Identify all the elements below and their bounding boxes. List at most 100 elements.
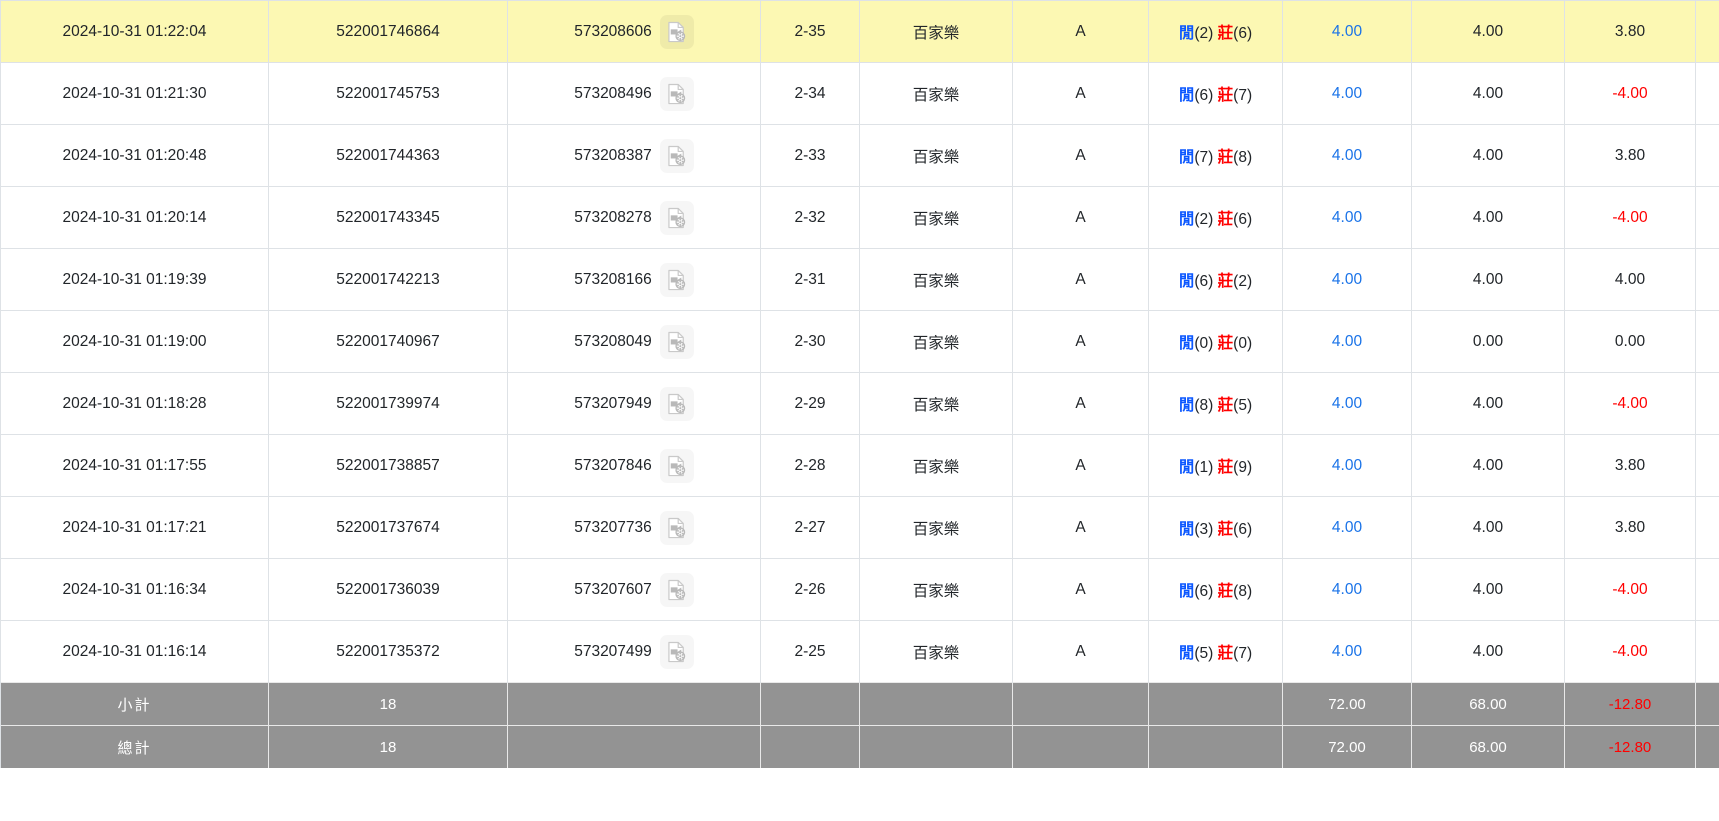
round-id-text: 573208496 — [574, 84, 652, 102]
round-id-text: 573207949 — [574, 394, 652, 412]
cell-seat: A — [1012, 248, 1149, 311]
cell-bet-amount: 4.00 — [1282, 248, 1412, 311]
result-player-value: (2) — [1194, 210, 1214, 228]
cell-bet-id: 522001744363 — [268, 124, 508, 187]
cell-bet-id: 522001737674 — [268, 496, 508, 559]
round-id-text: 573208166 — [574, 270, 652, 288]
table-row[interactable]: 2024-10-31 01:17:55 522001738857 573207846… — [0, 434, 1719, 497]
round-id-with-replay: 573208166 — [518, 263, 750, 297]
cell-table-round: 2-32 — [760, 186, 860, 249]
cell-round-id: 573208166 — [507, 248, 761, 311]
video-replay-icon[interactable] — [660, 573, 694, 607]
cell-time: 2024-10-31 01:17:21 — [0, 496, 269, 559]
cell-bet-id: 522001738857 — [268, 434, 508, 497]
cell-round-id: 573208387 — [507, 124, 761, 187]
cell-valid-amount: 4.00 — [1411, 0, 1565, 63]
cell-time: 2024-10-31 01:19:39 — [0, 248, 269, 311]
table-row[interactable]: 2024-10-31 01:16:14 522001735372 573207499… — [0, 620, 1719, 683]
cell-result: 閒(6) 莊(8) — [1148, 558, 1283, 621]
cell-bet-id: 522001740967 — [268, 310, 508, 373]
cell-table-round: 2-25 — [760, 620, 860, 683]
cell-game: 百家樂 — [859, 620, 1013, 683]
result-player-label: 閒 — [1178, 148, 1195, 166]
table-row[interactable]: 2024-10-31 01:21:30 522001745753 573208496… — [0, 62, 1719, 125]
result-player-value: (0) — [1194, 334, 1214, 352]
video-replay-icon[interactable] — [660, 139, 694, 173]
table-row[interactable]: 2024-10-31 01:19:39 522001742213 573208166… — [0, 248, 1719, 311]
result-player-label: 閒 — [1178, 520, 1195, 538]
cell-game: 百家樂 — [859, 310, 1013, 373]
table-row[interactable]: 2024-10-31 01:19:00 522001740967 573208049… — [0, 310, 1719, 373]
cell-bet-amount: 4.00 — [1282, 0, 1412, 63]
round-id-with-replay: 573208496 — [518, 77, 750, 111]
cell-round-id: 573207499 — [507, 620, 761, 683]
result-player-value: (3) — [1194, 520, 1214, 538]
video-replay-icon[interactable] — [660, 511, 694, 545]
cell-balance: 20.45/24.25 — [1695, 496, 1719, 559]
result-player-label: 閒 — [1178, 582, 1195, 600]
cell-round-id: 573208606 — [507, 0, 761, 63]
cell-payout: 3.80 — [1564, 434, 1696, 497]
summary-empty-cell — [1148, 682, 1283, 726]
cell-payout: 3.80 — [1564, 0, 1696, 63]
cell-seat: A — [1012, 62, 1149, 125]
table-row[interactable]: 2024-10-31 01:18:28 522001739974 573207949… — [0, 372, 1719, 435]
video-replay-icon[interactable] — [660, 387, 694, 421]
cell-balance: 24.05/24.05 — [1695, 310, 1719, 373]
video-replay-icon[interactable] — [660, 263, 694, 297]
table-row[interactable]: 2024-10-31 01:20:14 522001743345 573208278… — [0, 186, 1719, 249]
video-replay-icon[interactable] — [659, 14, 694, 49]
video-replay-icon[interactable] — [660, 449, 694, 483]
table-row[interactable]: 2024-10-31 01:17:21 522001737674 573207736… — [0, 496, 1719, 559]
summary-label: 小計 — [0, 682, 269, 726]
result-player-label: 閒 — [1178, 334, 1195, 352]
video-replay-icon[interactable] — [660, 77, 694, 111]
cell-time: 2024-10-31 01:22:04 — [0, 0, 269, 63]
cell-payout: -4.00 — [1564, 558, 1696, 621]
table-row[interactable]: 2024-10-31 01:16:34 522001736039 573207607… — [0, 558, 1719, 621]
result-banker-value: (5) — [1233, 396, 1253, 414]
cell-game: 百家樂 — [859, 186, 1013, 249]
video-replay-icon[interactable] — [660, 635, 694, 669]
cell-game: 百家樂 — [859, 434, 1013, 497]
video-replay-icon[interactable] — [660, 325, 694, 359]
result-banker-value: (2) — [1233, 272, 1253, 290]
cell-result: 閒(6) 莊(7) — [1148, 62, 1283, 125]
cell-valid-amount: 4.00 — [1411, 496, 1565, 559]
summary-empty-cell — [1148, 725, 1283, 768]
cell-table-round: 2-27 — [760, 496, 860, 559]
cell-time: 2024-10-31 01:20:14 — [0, 186, 269, 249]
cell-payout: -4.00 — [1564, 186, 1696, 249]
cell-round-id: 573207949 — [507, 372, 761, 435]
summary-payout: -12.80 — [1564, 682, 1696, 726]
cell-balance: 27.85/23.85 — [1695, 62, 1719, 125]
result-banker-value: (8) — [1233, 582, 1253, 600]
cell-round-id: 573207607 — [507, 558, 761, 621]
summary-payout: -12.80 — [1564, 725, 1696, 768]
result-player-value: (2) — [1194, 24, 1214, 42]
table-row[interactable]: 2024-10-31 01:22:04 522001746864 573208606… — [0, 0, 1719, 63]
cell-payout: 4.00 — [1564, 248, 1696, 311]
cell-bet-id: 522001743345 — [268, 186, 508, 249]
result-player-label: 閒 — [1178, 396, 1195, 414]
cell-game: 百家樂 — [859, 496, 1013, 559]
cell-valid-amount: 4.00 — [1411, 124, 1565, 187]
result-player-value: (6) — [1194, 582, 1214, 600]
table-row[interactable]: 2024-10-31 01:20:48 522001744363 573208387… — [0, 124, 1719, 187]
result-banker-label: 莊 — [1217, 272, 1234, 290]
cell-balance: 24.25/28.05 — [1695, 434, 1719, 497]
cell-seat: A — [1012, 0, 1149, 63]
round-id-text: 573207499 — [574, 642, 652, 660]
cell-result: 閒(0) 莊(0) — [1148, 310, 1283, 373]
result-banker-label: 莊 — [1217, 458, 1234, 476]
round-id-text: 573207736 — [574, 518, 652, 536]
summary-empty-cell — [1012, 725, 1149, 768]
round-id-text: 573208278 — [574, 208, 652, 226]
result-banker-value: (0) — [1233, 334, 1253, 352]
result-banker-label: 莊 — [1217, 644, 1234, 662]
cell-round-id: 573207736 — [507, 496, 761, 559]
round-id-with-replay: 573207607 — [518, 573, 750, 607]
cell-bet-id: 522001739974 — [268, 372, 508, 435]
result-banker-value: (6) — [1233, 210, 1253, 228]
video-replay-icon[interactable] — [660, 201, 694, 235]
